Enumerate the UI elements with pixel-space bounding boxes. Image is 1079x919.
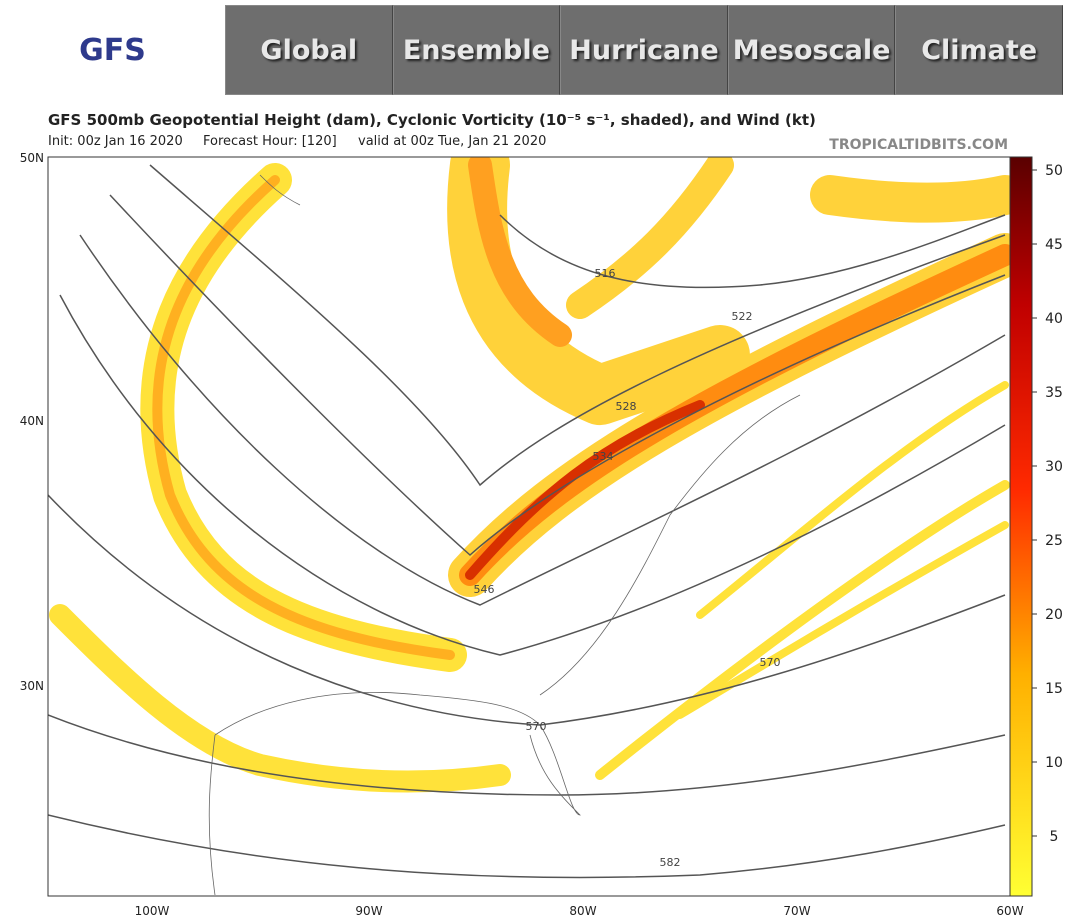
contour-label: 570 bbox=[760, 656, 781, 669]
contour-label: 582 bbox=[660, 856, 681, 869]
lat-label: 50N bbox=[20, 151, 44, 165]
colorbar-label: 25 bbox=[1045, 533, 1063, 549]
lat-label: 40N bbox=[20, 414, 44, 428]
logo[interactable]: GFS bbox=[79, 32, 146, 68]
map-figure: GFS 500mb Geopotential Height (dam), Cyc… bbox=[20, 111, 1063, 918]
lon-label: 70W bbox=[783, 904, 810, 918]
init-time: Init: 00z Jan 16 2020 bbox=[48, 134, 183, 149]
contour-label: 534 bbox=[593, 450, 614, 463]
contour-label: 546 bbox=[474, 583, 495, 596]
nav-button[interactable]: Global bbox=[225, 5, 393, 95]
colorbar-label: 50 bbox=[1045, 163, 1063, 179]
lon-label: 60W bbox=[996, 904, 1023, 918]
map-title: GFS 500mb Geopotential Height (dam), Cyc… bbox=[48, 111, 816, 129]
height-contours bbox=[48, 164, 1006, 879]
colorbar-label: 40 bbox=[1045, 311, 1063, 327]
forecast-hour: Forecast Hour: [120] bbox=[203, 134, 337, 149]
nav-button[interactable]: Hurricane bbox=[560, 5, 728, 95]
colorbar-label: 5 bbox=[1050, 829, 1059, 845]
credit: TROPICALTIDBITS.COM bbox=[829, 137, 1008, 153]
colorbar-label: 15 bbox=[1045, 681, 1063, 697]
nav-bar: Global Ensemble Hurricane Mesoscale Climate bbox=[225, 5, 1063, 95]
colorbar-label: 30 bbox=[1045, 459, 1063, 475]
lon-label: 80W bbox=[569, 904, 596, 918]
nav-button[interactable]: Ensemble bbox=[392, 5, 561, 95]
contour-label: 516 bbox=[595, 267, 616, 280]
lat-label: 30N bbox=[20, 679, 44, 693]
colorbar-label: 20 bbox=[1045, 607, 1063, 623]
colorbar-label: 35 bbox=[1045, 385, 1063, 401]
valid-time: valid at 00z Tue, Jan 21 2020 bbox=[358, 134, 546, 149]
contour-label: 570 bbox=[526, 720, 547, 733]
contour-label: 522 bbox=[732, 310, 753, 323]
vorticity-shading bbox=[49, 157, 1010, 793]
colorbar-label: 10 bbox=[1045, 755, 1063, 771]
colorbar bbox=[1009, 156, 1033, 897]
colorbar-label: 45 bbox=[1045, 237, 1063, 253]
contour-label: 528 bbox=[616, 400, 637, 413]
nav-button[interactable]: Mesoscale bbox=[727, 5, 896, 95]
coastlines bbox=[208, 174, 801, 896]
nav-button[interactable]: Climate bbox=[895, 5, 1063, 95]
lon-label: 90W bbox=[355, 904, 382, 918]
lon-label: 100W bbox=[135, 904, 170, 918]
map-plot bbox=[48, 157, 1010, 896]
